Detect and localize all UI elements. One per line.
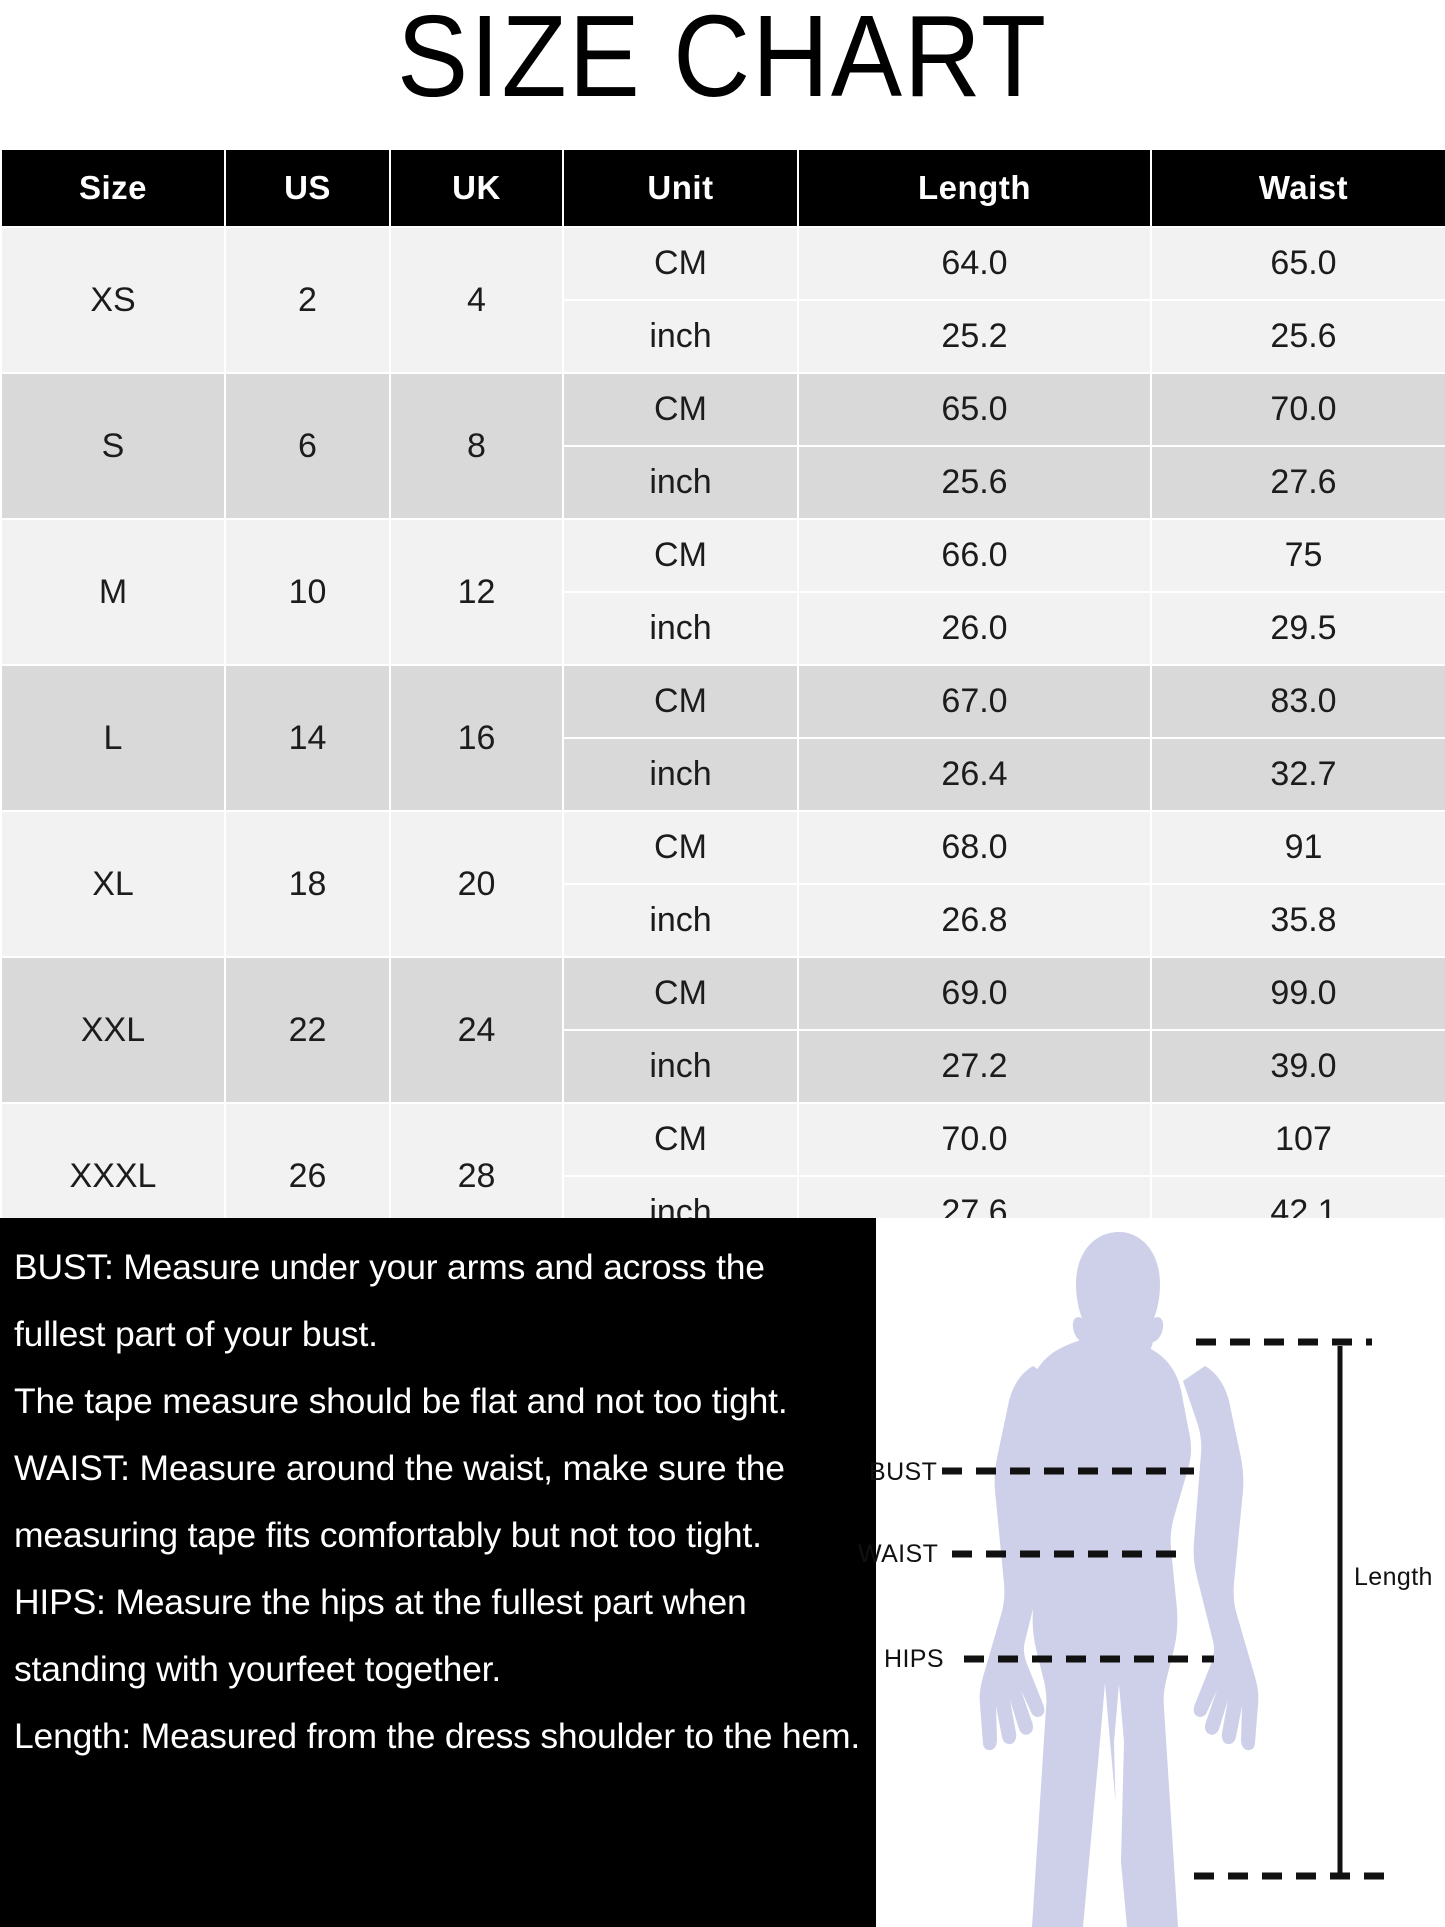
table-row: inch 26.8 35.8 [2,885,1445,956]
cell-length-inch: 27.2 [799,1031,1150,1102]
female-silhouette-svg [942,1232,1384,1927]
note-hips: HIPS: Measure the hips at the fullest pa… [14,1582,757,1689]
table-row: L 14 16 CM 67.0 83.0 [2,666,1445,810]
figure-label-hips: HIPS [884,1645,944,1673]
cell-uk: 24 [391,958,562,1102]
cell-size: L [2,666,224,810]
table-row: inch 25.6 27.6 [2,447,1445,518]
cell-uk: 12 [391,520,562,664]
cell-size: XL [2,812,224,956]
cell-us: 18 [226,812,389,956]
cell-length-inch: 26.0 [799,593,1150,664]
cell-us: 22 [226,958,389,1102]
note-waist: WAIST: Measure around the waist, make su… [14,1448,795,1555]
cell-waist-inch: 25.6 [1152,301,1445,372]
cell-waist-inch: 32.7 [1152,739,1445,810]
note-bust: BUST: Measure under your arms and across… [14,1247,775,1354]
cell-uk: 20 [391,812,562,956]
cell-unit-cm: CM [564,1104,797,1175]
cell-uk: 4 [391,228,562,372]
cell-waist-inch: 35.8 [1152,885,1445,956]
cell-length-inch: 26.8 [799,885,1150,956]
cell-unit-inch: inch [564,1031,797,1102]
cell-unit-cm: CM [564,374,797,445]
cell-length-cm: 70.0 [799,1104,1150,1175]
cell-size: XXL [2,958,224,1102]
cell-waist-cm: 91 [1152,812,1445,883]
cell-unit-inch: inch [564,739,797,810]
table-header: Size US UK Unit Length Waist [2,150,1445,226]
table-row: XS 2 4 CM 64.0 65.0 [2,228,1445,372]
column-header-waist: Waist [1152,150,1445,226]
cell-size: S [2,374,224,518]
cell-us: 2 [226,228,389,372]
size-chart-table: Size US UK Unit Length Waist XS 2 4 CM 64.0 6… [0,148,1445,1250]
note-length: Length: Measured from the dress shoulder… [14,1716,861,1756]
cell-unit-cm: CM [564,228,797,299]
cell-unit-cm: CM [564,812,797,883]
table-row: inch 26.0 29.5 [2,593,1445,664]
column-header-size: Size [2,150,224,226]
page-title: SIZE CHART [397,0,1048,121]
table-row: XL 18 20 CM 68.0 91 [2,812,1445,956]
figure-label-waist: WAIST [858,1540,939,1568]
cell-waist-inch: 27.6 [1152,447,1445,518]
column-header-us: US [226,150,389,226]
measurement-guide-section: BUST: Measure under your arms and across… [0,1218,1445,1927]
header-row: Size US UK Unit Length Waist [2,150,1445,226]
figure-label-length: Length [1354,1563,1433,1591]
body-measurement-diagram: BUST WAIST HIPS Length [858,1218,1445,1927]
cell-unit-cm: CM [564,666,797,737]
cell-length-cm: 65.0 [799,374,1150,445]
female-body-silhouette-icon [979,1232,1259,1927]
cell-length-cm: 67.0 [799,666,1150,737]
cell-length-cm: 64.0 [799,228,1150,299]
table-row: M 10 12 CM 66.0 75 [2,520,1445,664]
column-header-length: Length [799,150,1150,226]
table-row: XXL 22 24 CM 69.0 99.0 [2,958,1445,1102]
figure-label-bust: BUST [869,1458,938,1486]
note-tape: The tape measure should be flat and not … [14,1381,788,1421]
cell-waist-inch: 39.0 [1152,1031,1445,1102]
cell-length-inch: 26.4 [799,739,1150,810]
cell-us: 10 [226,520,389,664]
cell-length-inch: 25.2 [799,301,1150,372]
cell-unit-cm: CM [564,520,797,591]
cell-uk: 8 [391,374,562,518]
cell-waist-cm: 99.0 [1152,958,1445,1029]
column-header-uk: UK [391,150,562,226]
cell-length-cm: 68.0 [799,812,1150,883]
cell-unit-inch: inch [564,301,797,372]
column-header-unit: Unit [564,150,797,226]
cell-waist-cm: 83.0 [1152,666,1445,737]
cell-length-cm: 69.0 [799,958,1150,1029]
table-body: XS 2 4 CM 64.0 65.0 inch 25.2 25.6 S 6 8 CM 65.0 70.0 i… [2,228,1445,1248]
cell-uk: 16 [391,666,562,810]
table-row: inch 26.4 32.7 [2,739,1445,810]
measurement-instructions: BUST: Measure under your arms and across… [0,1218,876,1927]
cell-waist-cm: 65.0 [1152,228,1445,299]
cell-us: 6 [226,374,389,518]
cell-length-inch: 25.6 [799,447,1150,518]
cell-waist-cm: 70.0 [1152,374,1445,445]
cell-waist-cm: 75 [1152,520,1445,591]
table-row: inch 27.2 39.0 [2,1031,1445,1102]
cell-size: M [2,520,224,664]
cell-unit-cm: CM [564,958,797,1029]
cell-waist-cm: 107 [1152,1104,1445,1175]
cell-unit-inch: inch [564,885,797,956]
cell-size: XS [2,228,224,372]
table-row: S 6 8 CM 65.0 70.0 [2,374,1445,518]
cell-us: 14 [226,666,389,810]
table-row: inch 25.2 25.6 [2,301,1445,372]
cell-waist-inch: 29.5 [1152,593,1445,664]
cell-length-cm: 66.0 [799,520,1150,591]
table-row: XXXL 26 28 CM 70.0 107 [2,1104,1445,1248]
cell-unit-inch: inch [564,447,797,518]
cell-unit-inch: inch [564,593,797,664]
